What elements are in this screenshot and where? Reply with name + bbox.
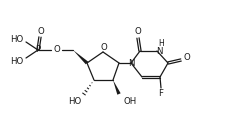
Text: HO: HO <box>10 58 24 67</box>
Text: O: O <box>54 46 60 55</box>
Text: P: P <box>35 46 41 55</box>
Text: O: O <box>38 26 44 35</box>
Text: O: O <box>101 43 107 51</box>
Text: O: O <box>184 54 190 63</box>
Text: O: O <box>135 27 141 36</box>
Polygon shape <box>73 50 88 64</box>
Text: N: N <box>156 47 162 56</box>
Text: N: N <box>128 59 134 67</box>
Text: HO: HO <box>10 34 24 43</box>
Text: HO: HO <box>68 96 82 105</box>
Text: OH: OH <box>124 96 137 105</box>
Text: H: H <box>158 39 164 48</box>
Polygon shape <box>113 80 121 95</box>
Text: F: F <box>158 90 164 99</box>
